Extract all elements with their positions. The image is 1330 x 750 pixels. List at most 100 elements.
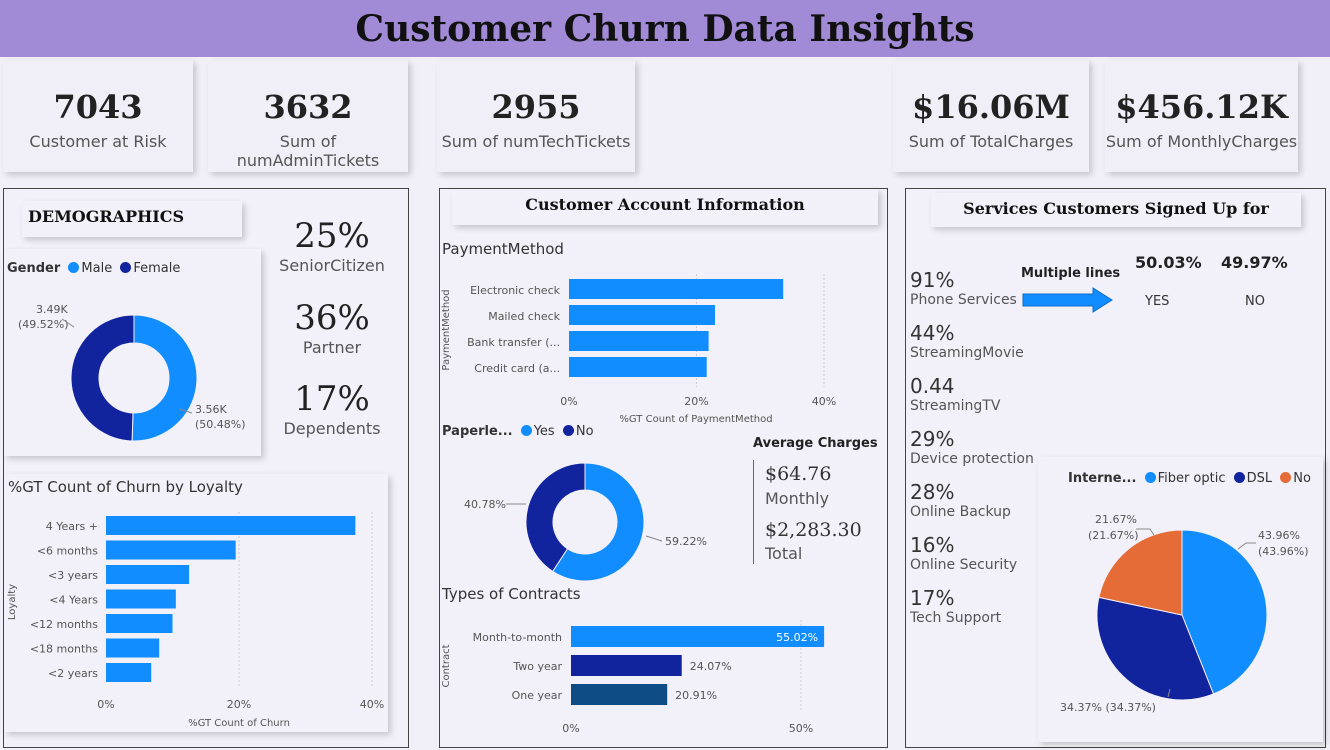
- avg-total-value: $2,283.30: [765, 519, 862, 541]
- internet-no-leader: [1136, 528, 1155, 536]
- donut-slice-yes: [552, 462, 645, 582]
- payment-method-bar-chart[interactable]: 0% 20% 40% Electronic check Mailed check Ban…: [440, 262, 885, 432]
- title-bar: Customer Churn Data Insights: [0, 0, 1330, 57]
- x-tick-label: 20%: [684, 395, 708, 408]
- payment-bar: [569, 279, 784, 299]
- avg-monthly-value: $64.76: [765, 463, 832, 485]
- loyalty-bar: [106, 565, 190, 584]
- contracts-bar-chart[interactable]: 0% 50% Month-to-month 55.02% Two year 24.07%…: [440, 612, 885, 744]
- service-item-phone: 91% Phone Services: [910, 268, 1035, 321]
- senior-citizen-stat: 25% SeniorCitizen: [272, 216, 392, 275]
- gender-legend: Gender Male Female: [4, 249, 261, 276]
- internet-legend-title: Interne...: [1068, 471, 1137, 486]
- service-item-streaming-tv: 0.44 StreamingTV: [910, 374, 1035, 427]
- loyalty-category-label: <18 months: [30, 643, 98, 656]
- x-tick-label: 0%: [562, 722, 579, 735]
- donut-slice-no: [525, 462, 586, 573]
- partner-value: 36%: [294, 298, 370, 338]
- internet-no-label: 21.67%: [1095, 513, 1137, 526]
- loyalty-category-label: <3 years: [48, 569, 98, 582]
- kpi-card-admin-tickets[interactable]: 3632 Sum of numAdminTickets: [208, 60, 408, 172]
- multiple-lines-yes-label: YES: [1145, 294, 1170, 309]
- loyalty-category-label: 4 Years +: [46, 520, 98, 533]
- payment-category-label: Electronic check: [470, 284, 561, 297]
- partner-stat: 36% Partner: [272, 298, 392, 357]
- contract-bar: [571, 626, 825, 647]
- pie-slice-dsl: [1096, 596, 1215, 701]
- internet-pie-card[interactable]: Interne... Fiber optic DSL No 21.67% (21…: [1038, 457, 1323, 742]
- services-header: Services Customers Signed Up for: [931, 193, 1301, 227]
- contract-data-label: 20.91%: [675, 689, 717, 702]
- service-value: 0.44: [910, 374, 955, 398]
- senior-citizen-label: SeniorCitizen: [279, 256, 385, 275]
- payment-method-title: PaymentMethod: [442, 240, 564, 258]
- contract-data-label: 55.02%: [776, 631, 818, 644]
- legend-dot-yes: [520, 425, 532, 436]
- multiple-lines-no-pct: 49.97%: [1221, 253, 1288, 272]
- kpi-value: 7043: [53, 88, 143, 126]
- contract-category-label: Month-to-month: [473, 631, 562, 644]
- contract-category-label: One year: [512, 689, 563, 702]
- contract-bar: [571, 684, 668, 705]
- pie-slice-fiber: [1181, 529, 1268, 695]
- payment-bar: [569, 305, 715, 325]
- legend-dot-no: [1280, 472, 1292, 483]
- loyalty-chart-card[interactable]: %GT Count of Churn by Loyalty 0% 20% 40% 4…: [4, 474, 388, 732]
- x-tick-label: 20%: [227, 698, 251, 711]
- kpi-card-total-charges[interactable]: $16.06M Sum of TotalCharges: [893, 60, 1089, 172]
- kpi-card-tech-tickets[interactable]: 2955 Sum of numTechTickets: [437, 60, 635, 172]
- internet-fiber-label: 43.96%: [1258, 529, 1300, 542]
- x-tick-label: 50%: [789, 722, 813, 735]
- service-value: 44%: [910, 321, 955, 345]
- services-list: 91% Phone Services 44% StreamingMovie 0.…: [910, 268, 1035, 639]
- x-tick-label: 40%: [360, 698, 384, 711]
- service-value: 17%: [910, 586, 955, 610]
- service-label: StreamingMovie: [910, 345, 1024, 361]
- gender-donut-chart[interactable]: 3.49K (49.52%) 3.56K (50.48%): [4, 249, 261, 456]
- loyalty-bar: [106, 540, 236, 560]
- kpi-card-monthly-charges[interactable]: $456.12K Sum of MonthlyCharges: [1105, 60, 1298, 172]
- service-item-online-security: 16% Online Security: [910, 533, 1035, 586]
- male-pct-label: (50.48%): [195, 418, 246, 431]
- demographics-title: DEMOGRAPHICS: [28, 207, 185, 226]
- gender-donut-card[interactable]: Gender Male Female 3.49K (49.52%) 3.56K …: [4, 249, 261, 456]
- loyalty-bar-chart[interactable]: 0% 20% 40% 4 Years + <6 months <3 years <4 Ye…: [4, 474, 388, 732]
- payment-y-axis-label: PaymentMethod: [441, 289, 452, 370]
- senior-citizen-value: 25%: [294, 216, 370, 256]
- loyalty-bar: [106, 663, 152, 682]
- loyalty-category-label: <6 months: [37, 545, 98, 558]
- average-charges-title: Average Charges: [753, 436, 878, 451]
- service-value: 16%: [910, 533, 955, 557]
- paperless-yes-leader: [645, 535, 663, 542]
- internet-fiber-leader: [1237, 542, 1256, 550]
- contracts-title: Types of Contracts: [442, 585, 581, 603]
- legend-no: No: [575, 424, 594, 439]
- arrow-right-icon: [1022, 287, 1113, 313]
- internet-pie-chart[interactable]: 21.67% (21.67%) 43.96% (43.96%) 34.37% (…: [1038, 457, 1323, 742]
- legend-dot-male: [68, 262, 80, 273]
- legend-dot-fiber: [1144, 472, 1156, 483]
- dependents-label: Dependents: [283, 419, 381, 438]
- service-item-device-protection: 29% Device protection: [910, 427, 1035, 480]
- service-item-streaming-movie: 44% StreamingMovie: [910, 321, 1035, 374]
- kpi-value: 3632: [263, 88, 353, 126]
- service-label: StreamingTV: [910, 398, 1001, 414]
- paperless-donut-chart[interactable]: 40.78% 59.22%: [440, 450, 740, 590]
- pie-slice-no: [1098, 529, 1183, 616]
- services-title: Services Customers Signed Up for: [963, 199, 1269, 218]
- gender-legend-title: Gender: [7, 261, 61, 276]
- internet-dsl-leader: [1167, 688, 1171, 698]
- legend-male: Male: [81, 261, 113, 276]
- legend-yes: Yes: [533, 424, 555, 439]
- loyalty-y-axis-label: Loyalty: [7, 584, 18, 620]
- contract-bar: [571, 655, 682, 676]
- male-count-label: 3.56K: [195, 403, 227, 416]
- account-title: Customer Account Information: [525, 195, 805, 214]
- average-charges-divider: [753, 460, 754, 564]
- internet-legend: Interne... Fiber optic DSL No: [1038, 457, 1323, 486]
- contracts-y-axis-label: Contract: [441, 644, 452, 687]
- x-tick-label: 0%: [560, 395, 577, 408]
- internet-fiber-paren-label: (43.96%): [1258, 545, 1309, 558]
- kpi-card-customers-at-risk[interactable]: 7043 Customer at Risk: [3, 60, 193, 172]
- service-label: Device protection: [910, 451, 1034, 467]
